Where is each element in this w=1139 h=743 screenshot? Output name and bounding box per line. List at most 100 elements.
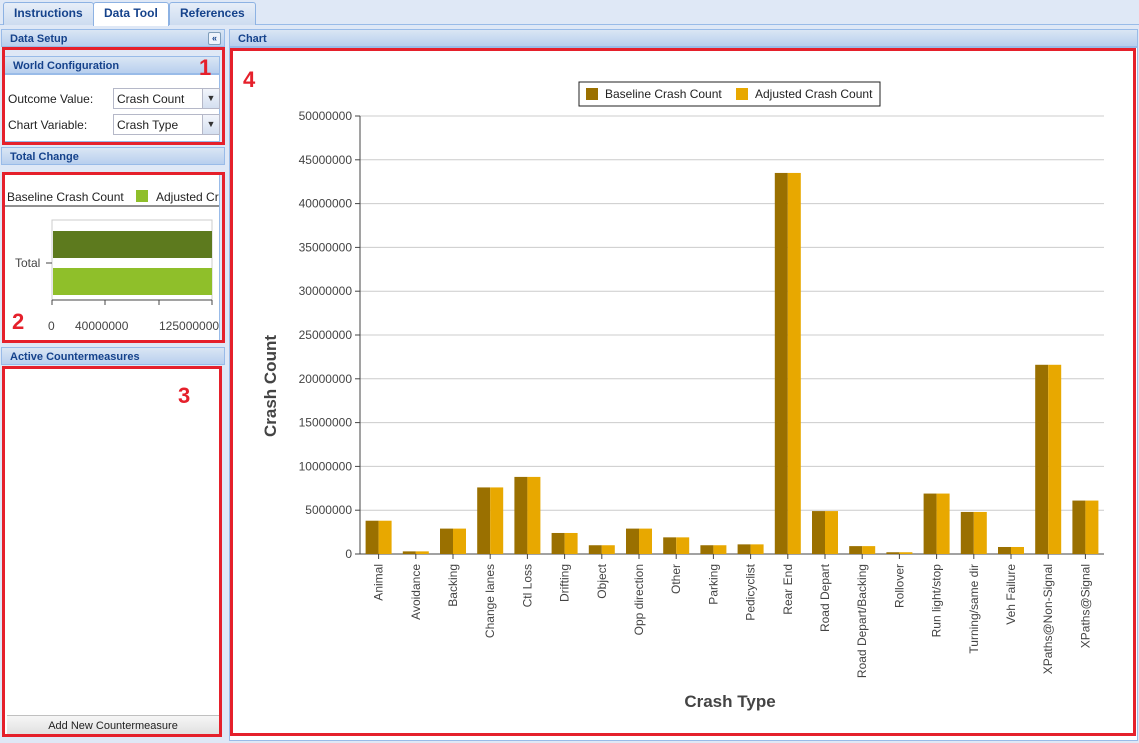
x-tick-label: Rollover xyxy=(892,564,906,608)
bar-adjusted xyxy=(527,476,541,554)
add-countermeasure-button[interactable]: Add New Countermeasure xyxy=(7,715,219,735)
chart-panel-header: Chart xyxy=(229,29,1138,47)
bar-baseline xyxy=(1072,500,1086,554)
bar-adjusted xyxy=(713,545,727,554)
x-tick-label: 40000000 xyxy=(75,319,129,333)
x-tick-label: Drifting xyxy=(558,564,572,602)
legend-label-adjusted: Adjusted Crash Count xyxy=(755,87,873,101)
legend-label-adjusted: Adjusted Cr xyxy=(156,190,219,204)
x-tick-label: Road Depart/Backing xyxy=(855,564,869,678)
annotation-number-4: 4 xyxy=(243,67,256,92)
bar-adjusted xyxy=(936,493,950,554)
legend-frame xyxy=(578,81,881,107)
bar-baseline xyxy=(700,545,714,554)
outcome-value-text: Crash Count xyxy=(117,92,185,106)
tab-references[interactable]: References xyxy=(169,2,256,25)
y-tick-label: 25000000 xyxy=(299,328,353,342)
legend-label-baseline: Baseline Crash Count xyxy=(605,87,722,101)
bar-baseline xyxy=(551,532,565,554)
y-tick-label: 15000000 xyxy=(299,416,353,430)
bar-adjusted xyxy=(750,544,764,554)
x-tick-label: Ctl Loss xyxy=(520,564,534,607)
bar-baseline xyxy=(812,511,825,554)
world-config-header: World Configuration xyxy=(4,56,220,74)
chart-legend: Baseline Crash Count Adjusted Crash Coun… xyxy=(578,81,881,107)
collapse-icon[interactable]: « xyxy=(208,32,221,45)
bar-baseline xyxy=(737,544,751,554)
x-tick-label: Road Depart xyxy=(818,563,832,632)
outcome-value-label: Outcome Value: xyxy=(8,92,94,106)
y-tick-label: 5000000 xyxy=(305,503,352,517)
x-tick-label: Avoidance xyxy=(409,564,423,620)
bar-baseline xyxy=(886,552,900,554)
annotation-number-3: 3 xyxy=(178,383,191,408)
tab-instructions[interactable]: Instructions xyxy=(3,2,94,25)
legend-swatch-adjusted xyxy=(136,190,148,202)
x-tick-label: XPaths@Signal xyxy=(1078,564,1092,648)
total-bar-adjusted xyxy=(53,268,212,295)
bar-adjusted xyxy=(899,552,913,554)
countermeasures-list xyxy=(4,366,220,736)
annotation-number-1: 1 xyxy=(199,55,212,80)
data-setup-header: Data Setup « xyxy=(1,29,225,47)
y-tick-label: 30000000 xyxy=(299,284,353,298)
x-tick-label: Backing xyxy=(446,564,460,607)
bar-baseline xyxy=(663,537,677,554)
x-tick-label: Change lanes xyxy=(483,564,497,638)
y-tick-label: 0 xyxy=(345,547,352,561)
x-tick-label: Rear End xyxy=(781,564,795,615)
tab-bar: Instructions Data Tool References xyxy=(0,0,1139,26)
total-bar-baseline xyxy=(53,231,212,258)
bar-adjusted xyxy=(490,487,504,554)
x-tick-label: XPaths@Non-Signal xyxy=(1041,564,1055,674)
countermeasures-title: Active Countermeasures xyxy=(10,351,140,363)
x-tick-label: Parking xyxy=(706,564,720,605)
countermeasures-header: Active Countermeasures xyxy=(1,347,225,365)
total-change-title: Total Change xyxy=(10,151,79,163)
x-tick-label: 0 xyxy=(48,319,55,333)
bar-baseline xyxy=(849,546,863,554)
x-tick-label: Object xyxy=(595,563,609,598)
chart-variable-select[interactable]: Crash Type ▼ xyxy=(113,114,220,135)
bar-adjusted xyxy=(1011,546,1024,554)
bar-baseline xyxy=(588,545,602,554)
y-tick-label: 35000000 xyxy=(299,240,353,254)
x-tick-label: Veh Failure xyxy=(1004,564,1018,625)
chevron-down-icon[interactable]: ▼ xyxy=(202,89,219,108)
main-chart: 0 5000000 10000000 15000000 20000000 25000000… xyxy=(261,81,1104,711)
chart-variable-text: Crash Type xyxy=(117,118,179,132)
x-tick-label: Opp direction xyxy=(632,564,646,635)
chevron-down-icon[interactable]: ▼ xyxy=(202,115,219,134)
bar-adjusted xyxy=(415,551,429,554)
total-change-chart: Baseline Crash Count Adjusted Cr Total 0… xyxy=(5,190,219,333)
bar-baseline xyxy=(998,546,1011,554)
tab-data-tool[interactable]: Data Tool xyxy=(93,2,169,26)
legend-label-baseline: Baseline Crash Count xyxy=(7,190,124,204)
chart-panel-title: Chart xyxy=(238,33,267,45)
bar-adjusted xyxy=(1048,364,1062,554)
x-axis-title: Crash Type xyxy=(684,692,775,711)
x-tick-label: Other xyxy=(669,564,683,594)
bar-baseline xyxy=(960,511,974,554)
y-tick-label: 40000000 xyxy=(299,197,353,211)
bar-adjusted xyxy=(787,172,801,554)
chart-variable-label: Chart Variable: xyxy=(8,118,88,132)
bar-adjusted xyxy=(676,537,690,554)
y-axis-title: Crash Count xyxy=(261,335,280,437)
bar-adjusted xyxy=(378,520,392,554)
x-tick-label: Turning/same dir xyxy=(967,564,981,654)
bar-baseline xyxy=(365,520,379,554)
y-tick-label: 50000000 xyxy=(299,109,353,123)
legend-swatch-baseline xyxy=(586,88,598,100)
legend-swatch-adjusted xyxy=(736,88,748,100)
bar-adjusted xyxy=(825,511,838,554)
bar-baseline xyxy=(477,487,491,554)
outcome-value-select[interactable]: Crash Count ▼ xyxy=(113,88,220,109)
bar-baseline xyxy=(514,476,528,554)
x-tick-label: Pedicyclist xyxy=(744,563,758,620)
bar-adjusted xyxy=(862,546,876,554)
data-setup-title: Data Setup xyxy=(10,33,68,45)
bar-adjusted xyxy=(1085,500,1099,554)
y-tick-label: 10000000 xyxy=(299,459,353,473)
bar-adjusted xyxy=(453,528,466,554)
